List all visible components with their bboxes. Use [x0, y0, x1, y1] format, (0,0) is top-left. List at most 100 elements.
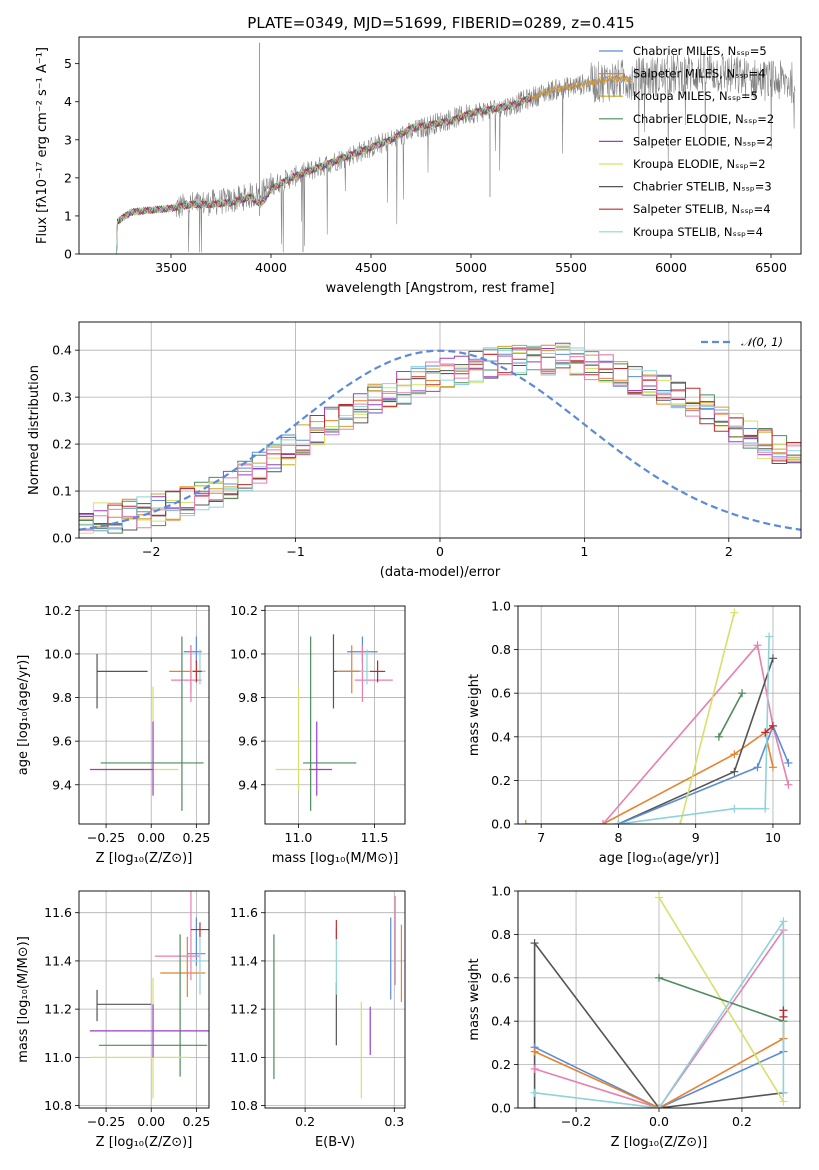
y-tick-label: 9.6 [52, 734, 72, 749]
plot-area [521, 608, 793, 824]
axes-frame [78, 605, 210, 825]
x-tick-label: 1 [580, 544, 588, 559]
y-tick-label: 0.2 [52, 437, 72, 452]
axes-frame [78, 890, 210, 1109]
y-tick-label: 11.0 [44, 1050, 72, 1065]
x-tick-label: 6000 [655, 260, 687, 275]
x-tick-label: 5500 [555, 260, 587, 275]
normal-curve [79, 349, 801, 531]
y-tick-label: 0.0 [491, 1101, 511, 1116]
x-tick-label: 6500 [755, 260, 787, 275]
y-axis-label: age [log₁₀(age/yr)] [16, 655, 31, 776]
x-tick-label: 0.2 [732, 1114, 752, 1129]
x-tick-label: 0.25 [182, 830, 210, 845]
legend-entry: Salpeter MILES, Nₛₛₚ=4 [633, 67, 766, 81]
y-tick-label: 0.8 [491, 927, 511, 942]
y-tick-label: 11.6 [44, 905, 72, 920]
plot-area [273, 895, 403, 1099]
y-tick-label: 0.2 [491, 773, 511, 788]
x-tick-label: 0.25 [182, 1114, 210, 1129]
subplot-3: −0.25 0.00 0.25 9.4 9.6 9.8 10.0 10.2 Z [log₁₀(Z… [16, 603, 210, 866]
y-tick-label: 0.1 [52, 484, 72, 499]
x-tick-label: 2 [725, 544, 733, 559]
subplot-5: 7 8 9 10 0.0 0.2 0.4 0.6 0.8 1.0 age [log₁₀(age/yr… [467, 599, 801, 866]
axes-frame [517, 890, 801, 1109]
observed-spectrum [174, 51, 796, 253]
y-tick-label: 5 [64, 56, 72, 71]
y-tick-label: 0.3 [52, 390, 72, 405]
x-tick-label: 8 [614, 830, 622, 845]
y-tick-label: 9.4 [52, 777, 72, 792]
x-axis-label: E(B-V) [315, 1135, 355, 1150]
y-tick-label: 9.8 [238, 690, 258, 705]
y-axis-label: mass [log₁₀(M/M⊙)] [16, 936, 31, 1063]
y-axis-label: mass weight [467, 958, 482, 1040]
x-tick-label: −0.25 [87, 1114, 125, 1129]
x-tick-label: 3500 [155, 260, 187, 275]
y-tick-label: 2 [64, 170, 72, 185]
x-tick-label: 0 [436, 544, 444, 559]
x-tick-label: −2 [142, 544, 160, 559]
y-tick-label: 0.8 [491, 642, 511, 657]
series-pink [602, 644, 790, 824]
series-chabrier_stelib [533, 942, 784, 1108]
subplot-1: 3500 4000 4500 5000 5500 6000 6500 0 1 2 3 4 5 wavele… [35, 36, 802, 296]
y-tick-label: 11.0 [230, 1050, 258, 1065]
y-tick-label: 9.8 [52, 690, 72, 705]
y-axis-label: Normed distribution [27, 365, 42, 495]
legend-entry: Chabrier STELIB, Nₛₛₚ=3 [633, 180, 772, 194]
subplot-6: −0.25 0.00 0.25 10.8 11.0 11.2 11.4 11.6 Z [log₁… [16, 890, 210, 1150]
x-axis-label: Z [log₁₀(Z/Z⊙)] [611, 1135, 708, 1150]
x-tick-label: 11.0 [285, 830, 313, 845]
legend-entry: Chabrier ELODIE, Nₛₛₚ=2 [633, 112, 774, 126]
y-tick-label: 10.2 [230, 603, 258, 618]
y-tick-label: 10.0 [44, 646, 72, 661]
plot-area [79, 342, 801, 534]
y-tick-label: 9.4 [238, 777, 258, 792]
y-tick-label: 10.8 [230, 1098, 258, 1113]
y-tick-label: 0.4 [52, 343, 72, 358]
legend-entry: Kroupa STELIB, Nₛₛₚ=4 [633, 225, 763, 239]
x-tick-label: 0.00 [137, 1114, 165, 1129]
y-tick-label: 4 [64, 94, 72, 109]
y-tick-label: 11.6 [230, 905, 258, 920]
y-tick-label: 0.6 [491, 686, 511, 701]
y-tick-label: 1 [64, 208, 72, 223]
y-tick-label: 11.2 [230, 1002, 258, 1017]
figure-title: PLATE=0349, MJD=51699, FIBERID=0289, z=0… [247, 14, 634, 32]
y-tick-label: 0.0 [491, 817, 511, 832]
model-spectrum-kroupa_stelib [115, 94, 532, 254]
x-axis-label: age [log₁₀(age/yr)] [599, 851, 720, 866]
series-salpeter_stelib [764, 725, 774, 734]
histogram-pink [79, 347, 801, 531]
y-tick-label: 0 [64, 247, 72, 262]
x-axis-label: Z [log₁₀(Z/Z⊙)] [96, 1135, 193, 1150]
x-tick-label: 0.2 [295, 1114, 315, 1129]
plot-area [89, 891, 209, 1099]
y-tick-label: 3 [64, 132, 72, 147]
legend-entry: 𝒩(0, 1) [741, 335, 783, 349]
x-tick-label: 0.00 [137, 830, 165, 845]
subplot-8: −0.2 0.0 0.2 0.0 0.2 0.4 0.6 0.8 1.0 Z [log₁₀(Z/Z… [467, 884, 801, 1150]
y-tick-label: 0.2 [491, 1057, 511, 1072]
x-tick-label: −0.2 [561, 1114, 591, 1129]
axes-frame [264, 890, 406, 1109]
axes-frame [264, 605, 406, 825]
y-tick-label: 0.6 [491, 970, 511, 985]
y-tick-label: 0.4 [491, 1014, 511, 1029]
axes-frame [78, 321, 802, 539]
y-tick-label: 11.4 [230, 953, 258, 968]
axes-frame [78, 36, 802, 255]
x-tick-label: 5000 [455, 260, 487, 275]
x-tick-label: 10 [765, 830, 781, 845]
y-tick-label: 1.0 [491, 599, 511, 614]
y-tick-label: 1.0 [491, 884, 511, 899]
x-tick-label: 0.0 [649, 1114, 669, 1129]
model-spectrum-salpeter_stelib [115, 95, 532, 254]
plot-area [115, 42, 796, 254]
y-tick-label: 10.8 [44, 1098, 72, 1113]
legend-entry: Kroupa ELODIE, Nₛₛₚ=2 [633, 157, 766, 171]
x-tick-label: 4500 [355, 260, 387, 275]
y-tick-label: 0.0 [52, 531, 72, 546]
